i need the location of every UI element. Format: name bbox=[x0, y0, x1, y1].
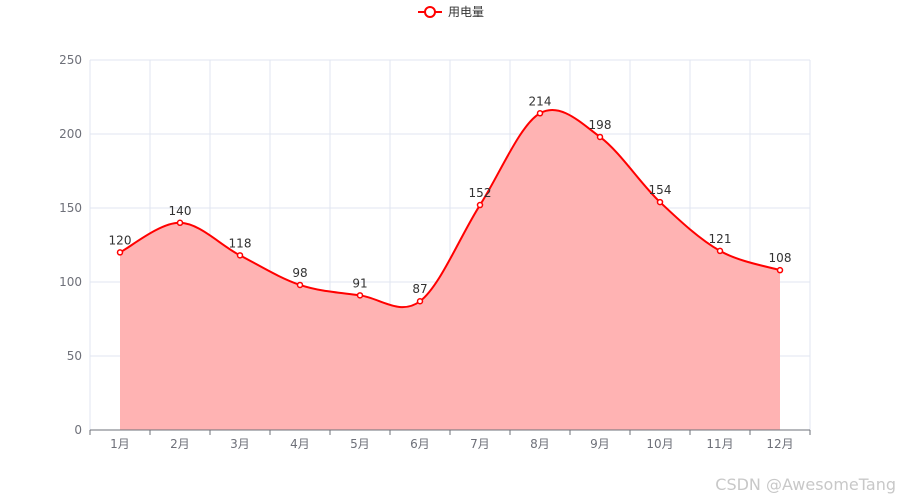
data-label: 118 bbox=[229, 236, 252, 250]
data-point[interactable] bbox=[776, 266, 784, 274]
data-label: 120 bbox=[109, 233, 132, 247]
x-tick-label: 1月 bbox=[110, 437, 130, 451]
x-tick-label: 8月 bbox=[530, 437, 550, 451]
x-tick-label: 2月 bbox=[170, 437, 190, 451]
x-tick-label: 4月 bbox=[290, 437, 310, 451]
data-label: 198 bbox=[589, 118, 612, 132]
data-label: 91 bbox=[352, 276, 367, 290]
y-tick-label: 150 bbox=[59, 201, 82, 215]
y-tick-label: 200 bbox=[59, 127, 82, 141]
legend-label[interactable]: 用电量 bbox=[448, 5, 484, 19]
x-tick-label: 12月 bbox=[766, 437, 793, 451]
data-label: 152 bbox=[469, 186, 492, 200]
x-tick-label: 7月 bbox=[470, 437, 490, 451]
data-point[interactable] bbox=[416, 297, 424, 305]
y-tick-label: 50 bbox=[67, 349, 82, 363]
data-point[interactable] bbox=[176, 219, 184, 227]
data-point[interactable] bbox=[536, 110, 544, 117]
y-tick-label: 250 bbox=[59, 53, 82, 67]
axes: 0 50 100 150 200 250 1月 2月 3月 4月 5月 6月 7月 8月 9月 10月 11月 1… bbox=[59, 53, 811, 451]
x-tick-label: 10月 bbox=[646, 437, 673, 451]
data-point[interactable] bbox=[356, 292, 364, 299]
x-tick-label: 9月 bbox=[590, 437, 610, 451]
y-tick-label: 100 bbox=[59, 275, 82, 289]
watermark: CSDN @AwesomeTang bbox=[715, 475, 896, 494]
area-fill-layer bbox=[120, 109, 780, 430]
data-label: 214 bbox=[529, 94, 552, 108]
data-point[interactable] bbox=[236, 252, 244, 259]
legend-marker-icon[interactable] bbox=[424, 6, 436, 18]
x-tick-label: 6月 bbox=[410, 437, 430, 451]
series-area-fill bbox=[120, 109, 780, 430]
data-label: 87 bbox=[412, 282, 427, 296]
data-label: 98 bbox=[292, 266, 307, 280]
data-label: 121 bbox=[709, 232, 732, 246]
data-labels: 120 140 118 98 91 87 152 214 198 154 121 108 bbox=[109, 94, 792, 296]
data-point[interactable] bbox=[116, 249, 124, 256]
data-point[interactable] bbox=[296, 281, 304, 289]
x-tick-label: 5月 bbox=[350, 437, 370, 451]
data-point[interactable] bbox=[596, 133, 604, 141]
data-point[interactable] bbox=[656, 198, 664, 206]
data-label: 108 bbox=[769, 251, 792, 265]
x-tick-label: 11月 bbox=[706, 437, 733, 451]
data-points bbox=[116, 110, 784, 305]
data-point[interactable] bbox=[716, 247, 724, 255]
x-tick-label: 3月 bbox=[230, 437, 250, 451]
data-point[interactable] bbox=[476, 201, 484, 209]
data-label: 154 bbox=[649, 183, 672, 197]
legend[interactable]: 用电量 bbox=[418, 5, 484, 19]
data-label: 140 bbox=[169, 204, 192, 218]
y-tick-label: 0 bbox=[74, 423, 82, 437]
